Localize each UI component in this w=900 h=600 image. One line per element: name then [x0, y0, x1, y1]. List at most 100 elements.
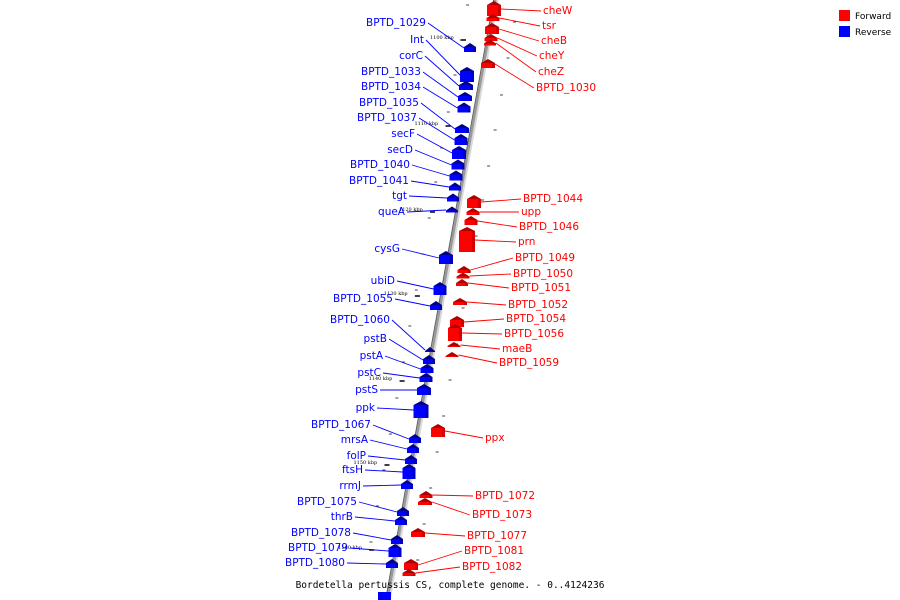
- reverse-gene: [420, 364, 434, 373]
- leader-line: [382, 372, 420, 379]
- reverse-gene: [449, 182, 461, 191]
- legend-swatch-reverse: [839, 26, 850, 37]
- reverse-gene: [449, 170, 463, 181]
- gene-label: BPTD_1029: [366, 17, 426, 29]
- gene-label: BPTD_1054: [506, 313, 566, 325]
- forward-gene: [431, 424, 445, 437]
- gene-label: BPTD_1079: [288, 542, 348, 554]
- forward-gene: [486, 14, 500, 21]
- leader-line: [411, 164, 450, 177]
- forward-gene: [411, 528, 425, 537]
- gene-label: BPTD_1030: [536, 82, 596, 94]
- leader-line: [406, 209, 447, 213]
- leader-line: [500, 8, 542, 12]
- forward-gene: [447, 342, 461, 347]
- reverse-gene: [459, 81, 473, 90]
- gene-label: secF: [391, 128, 415, 140]
- gene-label: prn: [518, 236, 535, 248]
- leader-line: [364, 469, 403, 473]
- gene-label: cheY: [539, 50, 565, 62]
- gene-label: BPTD_1059: [499, 357, 559, 369]
- reverse-gene: [401, 480, 413, 489]
- reverse-gene: [460, 67, 474, 82]
- leader-line: [463, 318, 505, 323]
- leader-line: [461, 332, 503, 335]
- forward-gene: [487, 1, 501, 16]
- reverse-gene: [413, 401, 429, 418]
- gene-label: BPTD_1034: [361, 81, 421, 93]
- forward-gene: [457, 266, 471, 273]
- gene-label: BPTD_1037: [357, 112, 417, 124]
- gene-label: cysG: [374, 243, 400, 255]
- gene-label: rrmJ: [339, 480, 361, 492]
- leader-line: [408, 195, 448, 199]
- gene-label: BPTD_1075: [297, 496, 357, 508]
- leader-line: [466, 301, 507, 306]
- reverse-gene: [386, 559, 398, 568]
- leader-line: [458, 354, 498, 364]
- gene-label: BPTD_1035: [359, 97, 419, 109]
- reverse-gene: [433, 282, 447, 295]
- forward-gene: [481, 59, 495, 68]
- leader-line: [414, 149, 452, 166]
- reverse-gene: [451, 159, 465, 170]
- leader-line: [349, 547, 389, 552]
- forward-gene: [418, 498, 432, 505]
- reverse-gene: [402, 464, 416, 479]
- leader-line: [460, 344, 501, 350]
- genome-caption: Bordetella pertussis CS, complete genome…: [296, 580, 605, 591]
- gene-label: BPTD_1044: [523, 193, 583, 205]
- gene-label: BPTD_1055: [333, 293, 393, 305]
- forward-gene: [402, 569, 416, 576]
- leader-line: [420, 102, 456, 130]
- leader-line: [422, 86, 458, 109]
- leader-line: [354, 516, 396, 522]
- gene-label: upp: [521, 206, 541, 218]
- forward-gene: [448, 324, 462, 341]
- reverse-gene: [409, 434, 421, 443]
- gene-label: BPTD_1041: [349, 175, 409, 187]
- leader-line: [477, 220, 518, 228]
- gene-label: secD: [387, 144, 413, 156]
- leader-line: [474, 239, 517, 243]
- leader-line: [401, 248, 440, 259]
- leader-line: [417, 550, 463, 566]
- reverse-gene: [464, 43, 476, 52]
- gene-label: folP: [347, 450, 366, 462]
- gene-label: BPTD_1050: [513, 268, 573, 280]
- gene-label: queA: [378, 206, 406, 218]
- gene-labels-layer: BPTD_1029 Int corC BPTD_1033 BPTD_1034 BPTD_1…: [285, 5, 596, 574]
- legend-swatch-forward: [839, 10, 850, 21]
- legend: Forward Reverse: [839, 10, 892, 38]
- gene-label: BPTD_1080: [285, 557, 345, 569]
- gene-label: tsr: [542, 20, 557, 32]
- leader-line: [470, 257, 514, 271]
- gene-label: ppx: [485, 432, 505, 444]
- gene-label: BPTD_1081: [464, 545, 524, 557]
- forward-gene: [456, 279, 468, 286]
- reverse-gene: [417, 384, 431, 395]
- reverse-gene: [454, 134, 468, 145]
- gene-label: BPTD_1049: [515, 252, 575, 264]
- gene-label: BPTD_1067: [311, 419, 371, 431]
- gene-features-layer: [378, 1, 501, 600]
- gene-label: BPTD_1033: [361, 66, 421, 78]
- leader-line: [499, 17, 541, 27]
- gene-label: ppk: [356, 402, 376, 414]
- forward-gene: [467, 195, 481, 208]
- gene-label: pstS: [355, 384, 378, 396]
- leader-line: [415, 566, 461, 574]
- leader-line: [416, 133, 453, 154]
- gene-label: tgt: [392, 190, 407, 202]
- reverse-gene: [395, 516, 407, 525]
- leader-line: [376, 407, 414, 411]
- genome-axis: [385, 0, 499, 600]
- leader-line: [427, 22, 465, 49]
- reverse-gene: [391, 535, 403, 544]
- forward-gene: [456, 272, 470, 279]
- reverse-gene: [388, 544, 402, 557]
- leader-line: [495, 42, 537, 73]
- legend-label-forward: Forward: [855, 12, 891, 22]
- reverse-gene: [458, 92, 472, 101]
